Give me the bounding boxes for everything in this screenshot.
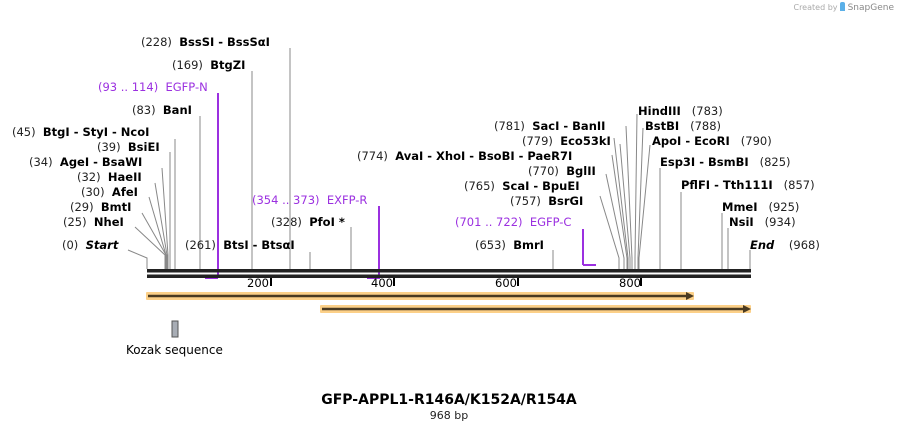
- site-label-esp3i[interactable]: Esp3I - BsmBI (825): [660, 155, 791, 169]
- site-label-btgi[interactable]: (45) BtgI - StyI - NcoI: [12, 125, 150, 139]
- kozak-feature-box[interactable]: [171, 320, 179, 338]
- site-label-agei[interactable]: (34) AgeI - BsaWI: [29, 155, 143, 169]
- site-label-apoi[interactable]: ApoI - EcoRI (790): [652, 134, 772, 148]
- site-label-nsii[interactable]: NsiI (934): [729, 215, 796, 229]
- primer-label-egfp-n[interactable]: (93 .. 114) EGFP-N: [98, 80, 208, 94]
- site-label-hindiii[interactable]: HindIII (783): [638, 104, 723, 118]
- site-label-pflfi[interactable]: PflFI - Tth111I (857): [681, 178, 815, 192]
- orf-arrow-1[interactable]: [146, 292, 694, 300]
- construct-length: 968 bp: [429, 409, 469, 422]
- site-label-afei[interactable]: (30) AfeI: [81, 185, 138, 199]
- site-label-scai[interactable]: (765) ScaI - BpuEI: [464, 179, 580, 193]
- site-label-bmri[interactable]: (653) BmrI: [475, 238, 544, 252]
- site-label-bstbi[interactable]: BstBI (788): [645, 119, 722, 133]
- ruler-label-800: 800: [619, 276, 641, 290]
- site-label-pfoi[interactable]: (328) PfoI *: [271, 215, 345, 229]
- ruler-label-200: 200: [247, 276, 269, 290]
- site-label-bglii[interactable]: (770) BglII: [528, 164, 596, 178]
- site-label-saci[interactable]: (781) SacI - BanII: [494, 119, 606, 133]
- end-label: End (968): [750, 238, 820, 252]
- primer-label-exfp-r[interactable]: (354 .. 373) EXFP-R: [252, 193, 368, 207]
- site-label-bani[interactable]: (83) BanI: [132, 103, 192, 117]
- ruler-label-600: 600: [495, 276, 517, 290]
- site-label-mmei[interactable]: MmeI (925): [722, 200, 800, 214]
- site-label-btsi[interactable]: (261) BtsI - BtsαI: [185, 238, 295, 252]
- site-label-haeii[interactable]: (32) HaeII: [77, 170, 142, 184]
- site-label-avai[interactable]: (774) AvaI - XhoI - BsoBI - PaeR7I: [357, 149, 573, 163]
- bottom-strand: [147, 274, 751, 278]
- site-label-bsiei[interactable]: (39) BsiEI: [97, 140, 160, 154]
- top-strand: [147, 269, 751, 273]
- orf-arrow-2[interactable]: [320, 305, 751, 313]
- site-label-nhei[interactable]: (25) NheI: [63, 215, 124, 229]
- primer-label-egfp-c[interactable]: (701 .. 722) EGFP-C: [455, 215, 572, 229]
- snapgene-logo-icon: [840, 2, 846, 11]
- start-label: (0) Start: [62, 238, 119, 252]
- credit-brand: SnapGene: [847, 3, 894, 13]
- primer-marks: [205, 93, 596, 279]
- site-label-bmti[interactable]: (29) BmtI: [70, 200, 132, 214]
- site-label-btgzi[interactable]: (169) BtgZI: [172, 58, 246, 72]
- site-label-bsssi[interactable]: (228) BssSI - BssSαI: [141, 35, 270, 49]
- feature-label-kozak[interactable]: Kozak sequence: [126, 343, 223, 357]
- ruler-label-400: 400: [371, 276, 393, 290]
- cut-site-lines: [127, 48, 751, 269]
- construct-title: GFP-APPL1-R146A/K152A/R154A: [321, 392, 577, 408]
- site-label-bsrgi[interactable]: (757) BsrGI: [510, 194, 584, 208]
- snapgene-credit: Created by SnapGene: [793, 2, 894, 13]
- site-label-eco53ki[interactable]: (779) Eco53kI: [522, 134, 611, 148]
- credit-prefix: Created by: [793, 3, 838, 12]
- ruler-ticks: [270, 278, 642, 286]
